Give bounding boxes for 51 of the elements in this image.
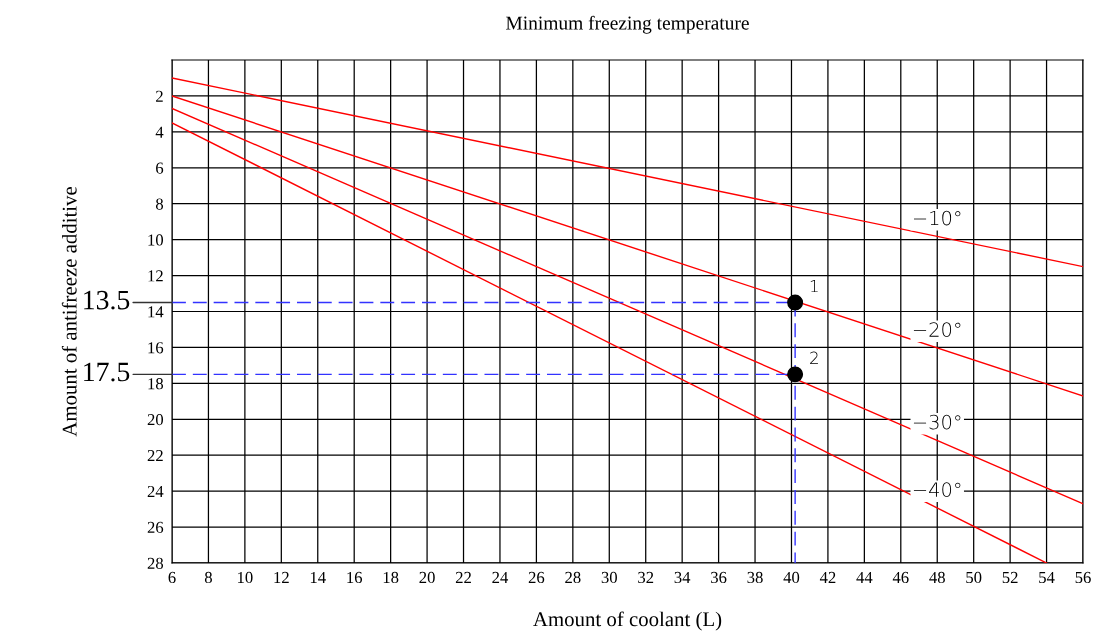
x-tick-label: 12 <box>274 571 289 583</box>
data-label: 13.5 <box>84 290 130 310</box>
x-tick-label: 30 <box>601 571 617 584</box>
y-tick-label: 6 <box>156 162 164 174</box>
x-tick-label: 44 <box>856 571 873 583</box>
x-tick-label: 32 <box>638 571 654 584</box>
chart-title: Minimum freezing temperature <box>506 15 749 34</box>
x-tick-label: 46 <box>892 571 909 584</box>
x-tick-label: 26 <box>528 571 545 584</box>
y-tick-label: 2 <box>156 90 163 102</box>
series-label: −20° <box>913 322 961 337</box>
x-tick-label: 38 <box>747 571 763 584</box>
x-tick-label: 22 <box>455 571 471 583</box>
x-tick-label: 48 <box>929 571 945 584</box>
x-tick-label: 8 <box>204 571 212 584</box>
x-tick-label: 6 <box>168 571 176 584</box>
series-label: 2 <box>810 351 818 364</box>
x-tick-label: 54 <box>1039 571 1055 584</box>
x-tick-label: 42 <box>819 571 836 583</box>
y-tick-label: 24 <box>147 485 164 497</box>
series-label: −40° <box>913 482 961 497</box>
y-tick-label: 16 <box>148 342 164 354</box>
x-tick-label: 28 <box>565 571 581 584</box>
x-tick-label: 50 <box>966 571 982 584</box>
data-label: 17.5 <box>84 362 130 382</box>
series-label: 1 <box>810 279 818 293</box>
x-tick-label: 24 <box>492 571 509 583</box>
x-tick-label: 10 <box>238 571 253 584</box>
x-axis-title: Amount of coolant (L) <box>533 611 722 631</box>
series-label: −10° <box>913 210 961 226</box>
y-tick-label: 18 <box>148 378 164 390</box>
x-tick-label: 16 <box>347 571 363 584</box>
y-axis-title: Amount of antifreeze additive <box>61 186 77 437</box>
x-tick-label: 40 <box>783 571 800 584</box>
series-label: −30° <box>913 414 961 430</box>
x-tick-label: 52 <box>1002 571 1018 584</box>
x-tick-label: 18 <box>383 571 399 584</box>
y-tick-label: 10 <box>148 234 164 246</box>
x-tick-label: 56 <box>1075 571 1091 584</box>
y-tick-label: 28 <box>147 557 164 569</box>
x-tick-label: 36 <box>711 571 727 584</box>
y-tick-label: 14 <box>148 306 164 318</box>
x-tick-label: 20 <box>419 571 435 584</box>
y-tick-label: 20 <box>147 413 164 426</box>
y-tick-label: 12 <box>148 270 163 282</box>
x-tick-label: 14 <box>310 571 326 583</box>
y-tick-label: 22 <box>147 449 163 461</box>
x-tick-label: 34 <box>674 571 691 584</box>
y-tick-label: 26 <box>147 521 164 534</box>
y-tick-label: 4 <box>155 126 164 138</box>
y-tick-label: 8 <box>155 198 164 210</box>
